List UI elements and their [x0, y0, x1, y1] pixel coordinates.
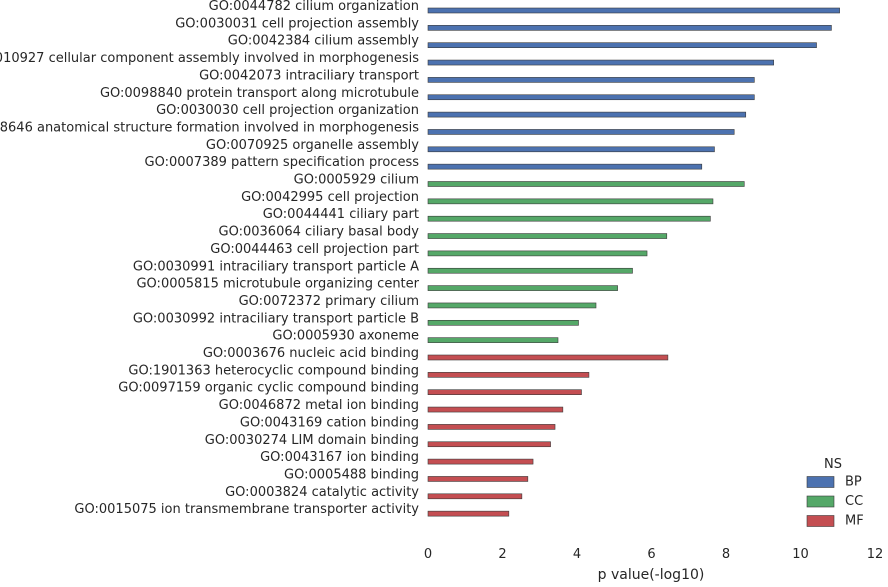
bar-mf-28 [427, 493, 523, 500]
category-label: GO:0048646 anatomical structure formatio… [0, 120, 419, 135]
x-tick-label: 6 [647, 547, 655, 562]
category-label: GO:0005815 microtubule organizing center [136, 277, 419, 292]
category-label: GO:0070925 organelle assembly [206, 138, 419, 153]
bar-mf-22 [427, 389, 582, 396]
bar-cc-15 [427, 267, 633, 274]
category-label: GO:0042073 intraciliary transport [199, 68, 419, 83]
category-label: GO:0046872 metal ion binding [219, 398, 419, 413]
category-label: GO:0043167 ion binding [260, 450, 419, 465]
category-labels: GO:0044782 cilium organization GO:0030031… [0, 0, 420, 517]
x-tick-label: 4 [573, 547, 581, 562]
category-label: GO:0030030 cell projection organization [156, 103, 419, 118]
category-label: GO:0003676 nucleic acid binding [203, 346, 419, 361]
bar-mf-24 [427, 424, 556, 430]
category-label: GO:0030031 cell projection assembly [175, 16, 419, 31]
bar-mf-21 [427, 372, 590, 378]
bar-bp-3 [427, 59, 774, 66]
category-label: GO:0005488 binding [284, 467, 419, 482]
category-label: GO:0010927 cellular component assembly i… [0, 51, 419, 66]
category-label: GO:0044463 cell projection part [210, 242, 419, 257]
bar-bp-2 [427, 42, 817, 49]
bar-mf-25 [427, 441, 551, 448]
bar-cc-19 [427, 337, 559, 343]
bar-bp-8 [427, 146, 715, 153]
bar-cc-17 [427, 302, 597, 309]
category-label: GO:1901363 heterocyclic compound binding [128, 363, 419, 378]
category-label: GO:0030992 intraciliary transport partic… [133, 311, 419, 326]
category-label: GO:0007389 pattern specification process [145, 155, 420, 170]
category-label: GO:0044782 cilium organization [209, 0, 419, 14]
bar-mf-20 [427, 354, 669, 361]
category-label: GO:0003824 catalytic activity [225, 485, 419, 500]
legend-label-mf: MF [845, 514, 864, 529]
category-label: GO:0042384 cilium assembly [228, 34, 420, 49]
category-label: GO:0097159 organic cyclic compound bindi… [118, 381, 419, 396]
x-axis-ticks: 0 2 4 6 8 10 12 [424, 547, 883, 562]
category-label: GO:0042995 cell projection [241, 190, 419, 205]
legend-label-bp: BP [845, 475, 862, 490]
x-tick-label: 8 [722, 547, 730, 562]
category-label: GO:0015075 ion transmembrane transporter… [74, 502, 419, 517]
category-label: GO:0036064 ciliary basal body [219, 225, 420, 240]
x-tick-label: 12 [867, 547, 884, 562]
category-label: GO:0005930 axoneme [272, 329, 419, 344]
bars-group [427, 7, 840, 517]
bar-cc-13 [427, 233, 668, 239]
bar-cc-18 [427, 319, 579, 326]
category-label: GO:0030991 intraciliary transport partic… [133, 259, 419, 274]
x-tick-label: 10 [792, 547, 809, 562]
bar-mf-26 [427, 458, 534, 465]
x-tick-label: 0 [424, 547, 432, 562]
category-label: GO:0044441 ciliary part [263, 207, 419, 222]
bar-bp-6 [427, 111, 747, 118]
legend-title: NS [824, 457, 842, 472]
legend-swatch-mf [806, 515, 835, 527]
category-label: GO:0005929 cilium [294, 173, 419, 188]
legend-label-cc: CC [845, 494, 863, 509]
x-tick-label: 2 [498, 547, 506, 562]
legend-swatch-cc [806, 495, 835, 508]
bar-bp-5 [427, 94, 755, 101]
bar-mf-29 [427, 510, 510, 517]
legend: NS BP CC MF [806, 457, 864, 529]
bar-cc-12 [427, 215, 711, 222]
bar-bp-0 [427, 7, 840, 14]
bar-cc-14 [427, 250, 648, 257]
category-label: GO:0043169 cation binding [240, 415, 419, 430]
bar-bp-7 [427, 129, 735, 135]
bar-cc-11 [427, 198, 714, 205]
bar-bp-9 [427, 163, 703, 170]
bar-cc-16 [427, 285, 618, 291]
bar-bp-1 [427, 25, 832, 31]
bar-cc-10 [427, 181, 745, 187]
category-label: GO:0072372 primary cilium [239, 294, 419, 309]
x-axis-label: p value(-log10) [598, 567, 705, 583]
category-label: GO:0030274 LIM domain binding [205, 433, 419, 448]
bar-mf-27 [427, 476, 529, 482]
bar-bp-4 [427, 77, 755, 83]
category-label: GO:0098840 protein transport along micro… [100, 86, 419, 101]
bar-mf-23 [427, 406, 564, 413]
legend-swatch-bp [806, 476, 835, 488]
